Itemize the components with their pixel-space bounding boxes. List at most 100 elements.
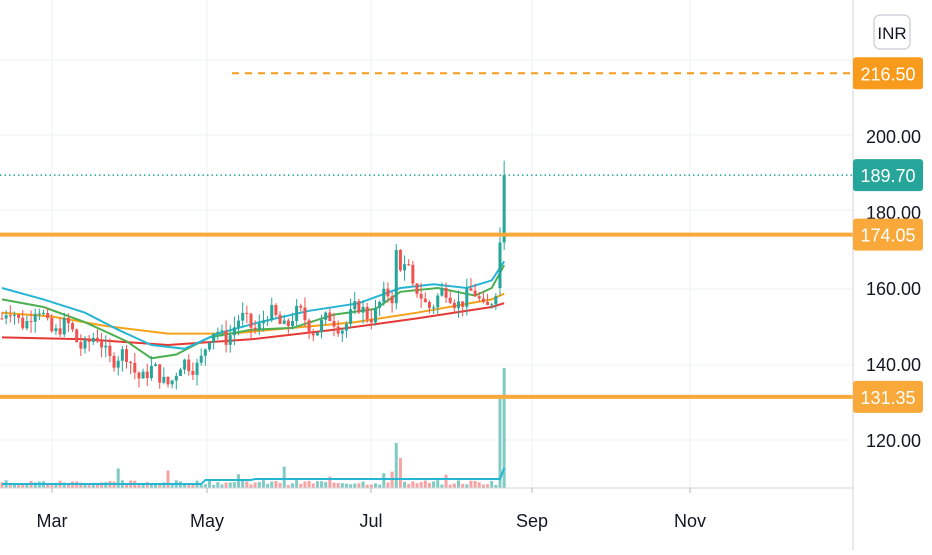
volume-bar (158, 483, 162, 488)
candle-body (158, 364, 162, 383)
currency-badge[interactable]: INR (873, 14, 911, 50)
volume-bar (224, 482, 228, 488)
volume-bar (249, 484, 253, 488)
candle-body (299, 305, 303, 308)
candle-body (29, 321, 33, 323)
candle-body (415, 283, 419, 294)
moving-averages (1, 260, 506, 360)
volume-bar (0, 482, 4, 488)
candle-body (332, 321, 336, 327)
candle-body (423, 298, 427, 303)
candle-body (444, 288, 448, 298)
horizontal-levels[interactable] (0, 72, 853, 399)
volume-bar (444, 474, 448, 488)
candle-body (403, 264, 407, 271)
volume-bar (232, 482, 236, 488)
candle-body (46, 313, 50, 318)
volume-bar (465, 484, 469, 488)
volume-bar (216, 482, 220, 488)
level-price-tag: 174.05 (853, 218, 923, 251)
volume-bar (286, 484, 290, 488)
level-price-tag: 216.50 (853, 57, 923, 90)
candle-body (174, 375, 178, 381)
candle-body (116, 360, 120, 368)
volume-bar (361, 481, 365, 488)
candle-body (191, 370, 195, 375)
candle-body (54, 328, 58, 332)
volume-bar (95, 483, 99, 488)
volume-bar (419, 482, 423, 488)
candlesticks (0, 160, 506, 390)
volume-bar (295, 480, 299, 488)
candle-body (286, 320, 290, 327)
volume-bar (183, 483, 187, 488)
volume-bar (311, 483, 315, 488)
candle-body (166, 376, 170, 385)
candle-body (270, 305, 274, 321)
volume-bar (299, 483, 303, 488)
volume-bar (344, 483, 348, 488)
level-price-tag-label: 216.50 (860, 64, 915, 84)
volume-bar (50, 483, 54, 488)
volume-bar (62, 482, 66, 488)
volume-bar (394, 443, 398, 488)
volume-bar (320, 481, 324, 488)
volume-bar (328, 476, 332, 488)
candle-body (365, 306, 369, 320)
volume-bar (166, 470, 170, 488)
volume-bar (170, 483, 174, 488)
candle-body (120, 349, 124, 361)
candle-body (382, 288, 386, 302)
candle-body (477, 296, 481, 299)
volume-bar (33, 482, 37, 488)
candle-body (162, 376, 166, 383)
volume-bars (0, 368, 506, 488)
candle-body (328, 312, 332, 322)
volume-bar (490, 480, 494, 488)
volume-bar (261, 480, 265, 488)
candle-body (149, 366, 153, 379)
candle-body (249, 313, 253, 328)
candle-body (452, 302, 456, 308)
candle-body (374, 307, 377, 323)
candle-body (407, 264, 411, 266)
candle-body (502, 175, 506, 243)
volume-bar (415, 483, 419, 488)
candle-body (79, 342, 83, 349)
currency-badge-box[interactable] (873, 14, 911, 50)
candle-body (21, 317, 25, 329)
level-price-tag-box (853, 57, 923, 90)
candle-body (274, 305, 278, 315)
candle-body (87, 340, 91, 342)
candle-body (228, 335, 232, 345)
candle-body (224, 330, 228, 345)
candle-body (461, 301, 465, 307)
volume-bar (100, 482, 104, 488)
volume-bar (307, 480, 311, 488)
y-tick-label: 160.00 (866, 279, 921, 299)
candle-body (129, 361, 133, 363)
candle-body (37, 313, 41, 315)
candle-body (25, 321, 29, 329)
volume-bar (332, 482, 336, 488)
volume-bar (423, 480, 427, 488)
candle-body (427, 302, 431, 308)
candle-body (100, 341, 104, 348)
currency-badge-label: INR (877, 24, 906, 43)
x-tick-label: Mar (37, 511, 68, 531)
candle-body (125, 349, 128, 362)
candle-body (208, 342, 211, 350)
candle-body (141, 371, 145, 379)
candle-body (481, 298, 485, 302)
volume-bar (353, 483, 357, 488)
level-price-tag-box (853, 380, 923, 413)
volume-bar (469, 480, 473, 488)
volume-bar (498, 398, 502, 488)
volume-bar (91, 482, 95, 488)
candle-body (440, 288, 444, 296)
candle-body (315, 332, 319, 336)
candle-body (253, 327, 257, 330)
x-tick-label: Sep (516, 511, 548, 531)
